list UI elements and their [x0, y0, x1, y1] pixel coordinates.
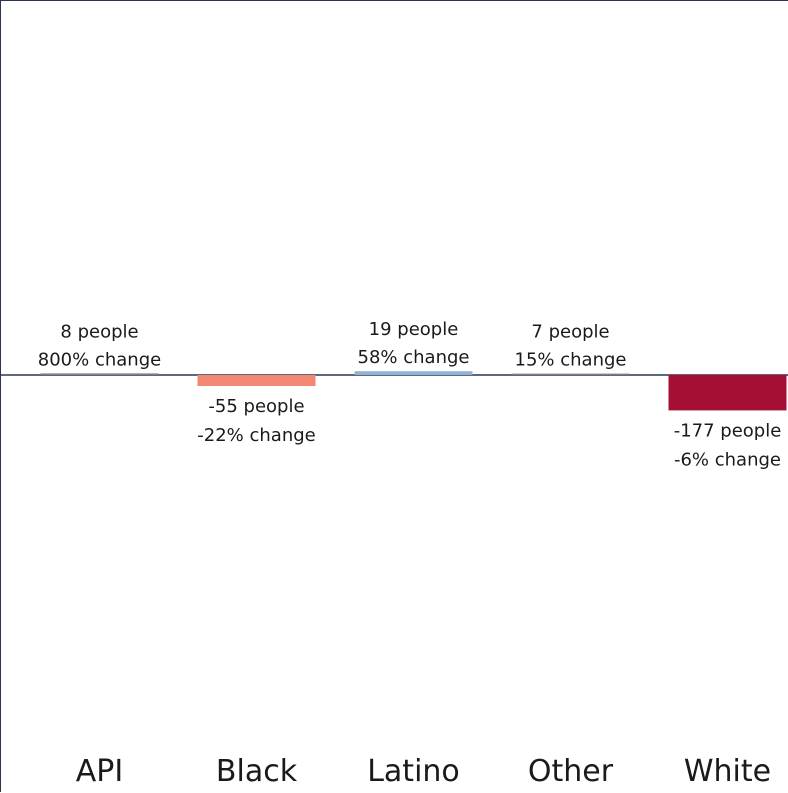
value-label-change-latino: 58% change: [358, 347, 470, 368]
bars-layer: [40, 371, 787, 411]
value-label-people-latino: 19 people: [369, 319, 459, 340]
category-label-white: White: [684, 754, 771, 789]
bar-latino: [354, 371, 473, 375]
category-label-api: API: [76, 754, 123, 789]
value-label-people-black: -55 people: [208, 396, 304, 417]
category-label-black: Black: [216, 754, 298, 789]
value-label-change-api: 800% change: [38, 349, 161, 370]
value-label-change-black: -22% change: [197, 425, 315, 446]
category-labels-layer: API Black Latino Other White: [76, 754, 771, 789]
category-label-other: Other: [528, 754, 614, 789]
value-label-people-api: 8 people: [60, 321, 138, 342]
value-label-people-other: 7 people: [531, 322, 609, 343]
bar-api: [40, 373, 159, 375]
value-label-people-white: -177 people: [674, 420, 782, 441]
bar-black: [197, 375, 316, 386]
value-label-change-white: -6% change: [674, 449, 781, 470]
bar-white: [668, 375, 787, 411]
bar-other: [511, 373, 630, 375]
value-labels-layer: 8 people 800% change -55 people -22% change…: [38, 319, 782, 470]
value-label-change-other: 15% change: [515, 350, 627, 371]
category-label-latino: Latino: [367, 754, 460, 789]
